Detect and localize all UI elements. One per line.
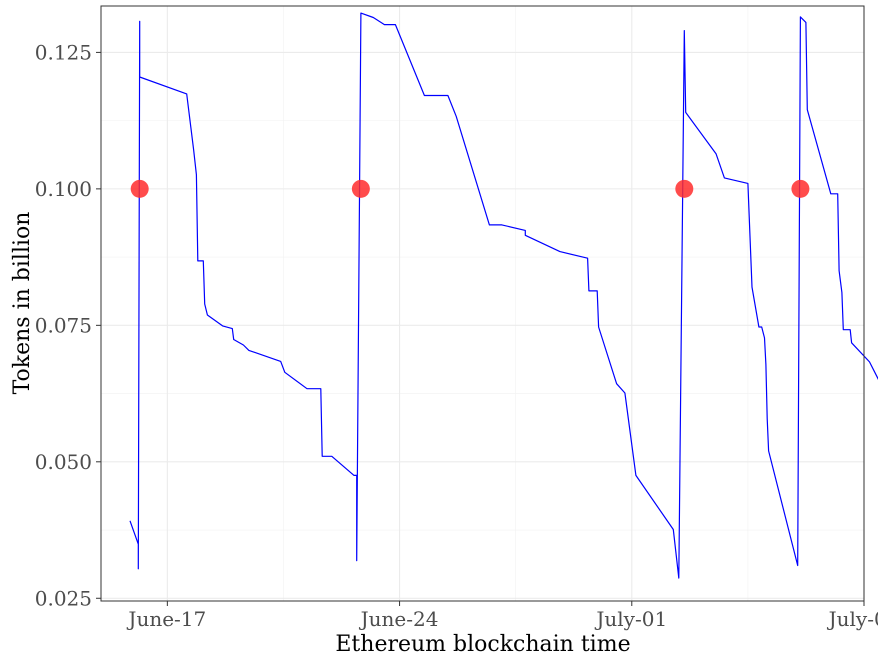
- x-axis-title: Ethereum blockchain time: [335, 632, 630, 657]
- y-tick-label: 0.025: [35, 586, 92, 610]
- series-line: [129, 12, 878, 579]
- marker-group: [130, 179, 810, 198]
- red-marker-point: [130, 179, 149, 198]
- x-tick-label: June-24: [359, 607, 439, 631]
- grid-lines: [101, 6, 865, 601]
- y-tick-label: 0.100: [35, 177, 92, 201]
- x-tick-label: June-17: [126, 607, 206, 631]
- red-marker-point: [791, 179, 810, 198]
- y-tick-label: 0.075: [35, 313, 92, 337]
- y-tick-label: 0.125: [35, 40, 92, 64]
- y-tick-label: 0.050: [35, 450, 92, 474]
- x-tick-label: July-01: [594, 607, 667, 631]
- red-marker-point: [675, 179, 694, 198]
- x-tick-label: July-08: [827, 607, 878, 631]
- red-marker-point: [351, 179, 370, 198]
- series-group: [129, 12, 878, 579]
- panel-border: [100, 5, 865, 602]
- x-axis: June-17 June-24 July-01 July-08: [126, 601, 878, 631]
- y-axis: 0.025 0.050 0.075 0.100 0.125: [35, 40, 101, 610]
- y-axis-title: Tokens in billion: [10, 212, 35, 395]
